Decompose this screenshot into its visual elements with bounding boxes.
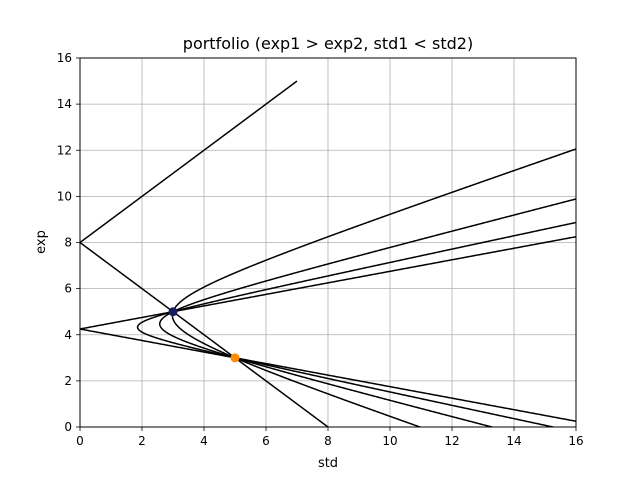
- x-tick-label: 2: [138, 434, 146, 448]
- y-tick-label: 8: [64, 236, 72, 250]
- y-axis-label: exp: [34, 230, 49, 254]
- series-group: [80, 80, 576, 427]
- chart-title: portfolio (exp1 > exp2, std1 < std2): [183, 34, 473, 53]
- y-tick-label: 14: [57, 97, 72, 111]
- x-tick-label: 4: [200, 434, 208, 448]
- x-tick-label: 10: [382, 434, 397, 448]
- y-tick-label: 16: [57, 51, 72, 65]
- y-tick-label: 12: [57, 143, 72, 157]
- frontier-line: [80, 235, 576, 422]
- x-axis-label: std: [318, 456, 338, 471]
- x-axis-ticks: 0 2 4 6 8 10 12 14 16: [76, 427, 584, 448]
- asset-point: [230, 353, 240, 363]
- x-tick-label: 8: [324, 434, 332, 448]
- asset-points: [168, 307, 240, 363]
- y-tick-label: 10: [57, 189, 72, 203]
- frontier-line: [136, 221, 576, 427]
- y-tick-label: 6: [64, 282, 72, 296]
- y-tick-label: 2: [64, 374, 72, 388]
- y-tick-label: 4: [64, 328, 72, 342]
- frontier-line: [158, 198, 576, 427]
- x-tick-label: 6: [262, 434, 270, 448]
- frontier-line: [80, 80, 330, 427]
- asset-point: [168, 307, 178, 317]
- x-tick-label: 12: [444, 434, 459, 448]
- y-axis-ticks: 0 2 4 6 8 10 12 14 16: [57, 51, 80, 434]
- x-tick-label: 14: [506, 434, 521, 448]
- x-tick-label: 16: [568, 434, 583, 448]
- x-tick-label: 0: [76, 434, 84, 448]
- grid: [79, 57, 577, 428]
- frontier-line: [171, 148, 576, 427]
- y-tick-label: 0: [64, 420, 72, 434]
